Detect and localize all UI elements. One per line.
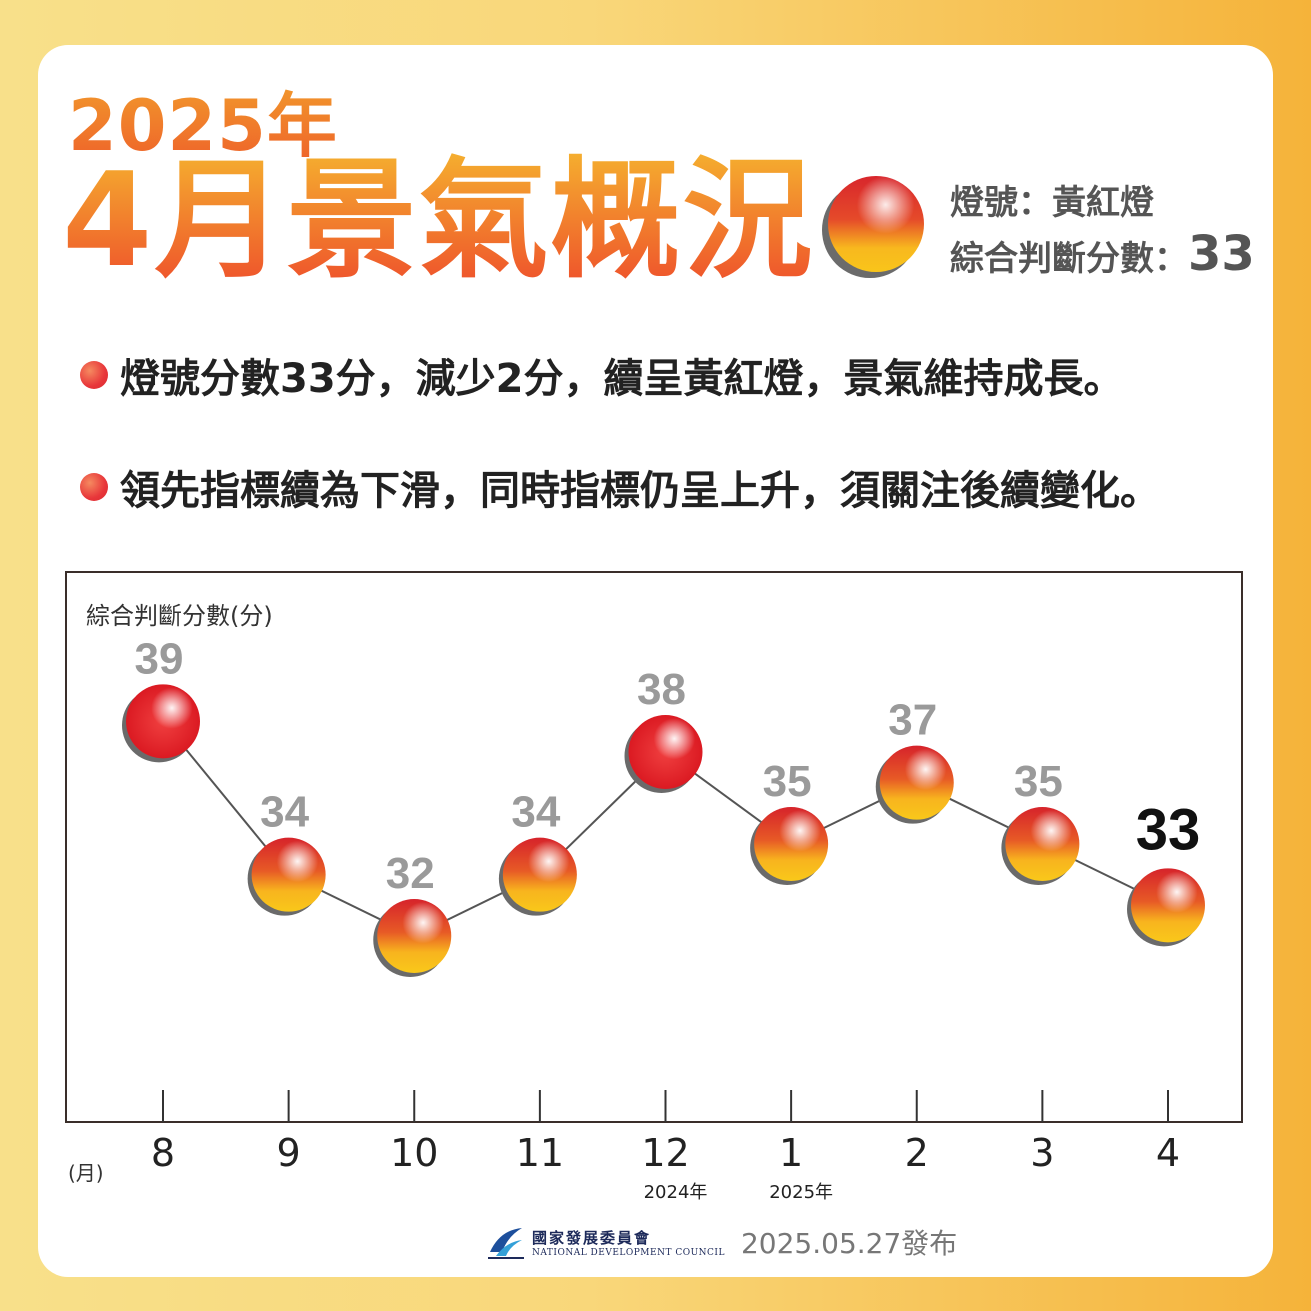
publish-date: 2025.05.27發布 [740, 1227, 958, 1260]
data-point-shine [879, 745, 954, 820]
data-label: 34 [260, 788, 309, 837]
bullet-text-2: 領先指標續為下滑，同時指標仍呈上升，須關注後續變化。 [120, 468, 1160, 514]
data-label: 39 [135, 634, 184, 683]
x-tick-label: 12 [641, 1131, 689, 1175]
data-point-shine [754, 807, 829, 881]
data-label: 37 [888, 696, 937, 745]
signal-label-text: 燈號： [950, 183, 1052, 223]
data-label: 35 [1014, 757, 1063, 806]
score-label: 綜合判斷分數：33 [950, 226, 1255, 282]
bullet-dot-icon [80, 473, 108, 501]
data-point-shine [126, 684, 200, 759]
page-title: 4月景氣概況 [62, 144, 815, 296]
data-label: 34 [511, 788, 560, 837]
y-axis-label: 綜合判斷分數(分) [86, 602, 273, 630]
x-axis-unit: (月) [68, 1161, 104, 1185]
bullet-point-2: 領先指標續為下滑，同時指標仍呈上升，須關注後續變化。 [80, 458, 1160, 516]
x-tick-label: 10 [390, 1131, 438, 1175]
year-label: 2025年 [769, 1182, 833, 1203]
ndc-logo-icon [488, 1228, 524, 1259]
footer: 國家發展委員會 NATIONAL DEVELOPMENT COUNCIL 202… [486, 1222, 957, 1262]
data-label: 32 [386, 849, 435, 898]
score-label-text: 綜合判斷分數： [950, 239, 1188, 279]
bullet-dot-icon [80, 361, 108, 389]
bullet-text-1: 燈號分數33分，減少2分，續呈黃紅燈，景氣維持成長。 [120, 356, 1124, 402]
data-point-shine [251, 837, 326, 912]
x-tick-label: 2 [905, 1131, 929, 1175]
data-label: 35 [763, 757, 812, 806]
data-point-shine [502, 837, 577, 912]
x-tick-label: 1 [779, 1131, 803, 1175]
signal-value: 黃紅燈 [1052, 183, 1154, 223]
org-name-en: NATIONAL DEVELOPMENT COUNCIL [532, 1247, 725, 1258]
data-label: 38 [637, 665, 686, 714]
x-tick-label: 9 [277, 1131, 301, 1175]
year-label: 2024年 [644, 1182, 708, 1203]
signal-label: 燈號：黃紅燈 [950, 175, 1154, 224]
x-tick-label: 11 [516, 1131, 564, 1175]
x-tick-label: 4 [1156, 1131, 1180, 1175]
data-point-shine [1005, 807, 1080, 881]
content-card [38, 45, 1273, 1277]
x-tick-label: 8 [151, 1131, 175, 1175]
org-name-zh: 國家發展委員會 [532, 1228, 652, 1247]
data-label: 33 [1136, 797, 1201, 862]
year-title: 2025年 [68, 70, 338, 171]
data-point-shine [628, 715, 703, 789]
x-tick-label: 3 [1030, 1131, 1054, 1175]
data-point-shine [1131, 868, 1205, 943]
bullet-point-1: 燈號分數33分，減少2分，續呈黃紅燈，景氣維持成長。 [80, 346, 1124, 404]
signal-light-icon [822, 176, 924, 278]
ndc-name: 國家發展委員會 NATIONAL DEVELOPMENT COUNCIL [532, 1227, 725, 1258]
score-value: 33 [1188, 226, 1255, 282]
data-point-shine [377, 899, 452, 973]
chart-frame [65, 571, 1243, 1123]
